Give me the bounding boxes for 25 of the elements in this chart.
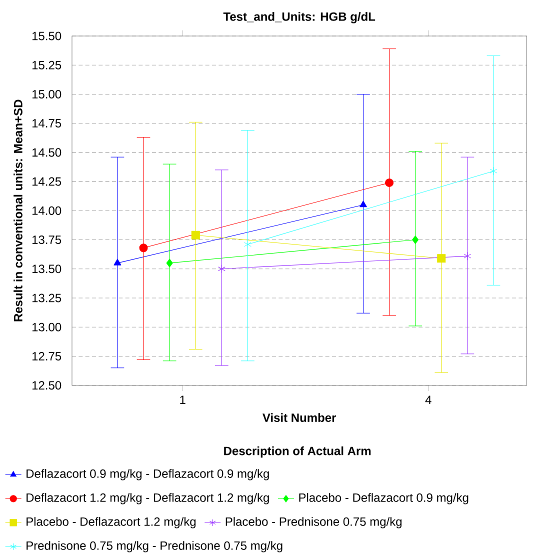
x-tick-label: 4 bbox=[425, 396, 432, 404]
y-tick-label: 13.75 bbox=[32, 236, 62, 244]
y-tick-label: 14.75 bbox=[32, 119, 62, 128]
y-tick-label: 14.50 bbox=[32, 148, 62, 157]
chart-title: Test_and_Units: HGB g/dL bbox=[223, 12, 376, 24]
y-tick-label: 14.00 bbox=[32, 206, 62, 215]
legend-label: Deflazacort 1.2 mg/kg - Deflazacort 1.2 mg/kg bbox=[26, 493, 269, 504]
y-tick-label: 13.00 bbox=[32, 322, 62, 332]
legend-title: Description of Actual Arm bbox=[224, 446, 371, 458]
y-tick-label: 15.25 bbox=[32, 60, 62, 70]
legend-label: Placebo - Prednisone 0.75 mg/kg bbox=[226, 517, 402, 528]
legend-label: Prednisone 0.75 mg/kg - Prednisone 0.75 mg/kg bbox=[26, 541, 282, 552]
y-tick-label: 13.50 bbox=[32, 264, 62, 274]
legend-label: Placebo - Deflazacort 0.9 mg/kg bbox=[299, 493, 468, 504]
y-tick-label: 12.50 bbox=[32, 381, 62, 390]
x-tick-label: 1 bbox=[180, 396, 186, 404]
y-tick-label: 15.00 bbox=[32, 90, 62, 98]
legend-label: Placebo - Deflazacort 1.2 mg/kg bbox=[26, 517, 196, 528]
y-tick-label: 15.50 bbox=[32, 32, 62, 40]
legend-label: Deflazacort 0.9 mg/kg - Deflazacort 0.9 mg/kg bbox=[26, 469, 269, 480]
y-tick-label: 12.75 bbox=[32, 352, 62, 360]
y-axis-title: Result in conventional units: Mean+SD bbox=[14, 100, 22, 322]
y-tick-label: 13.25 bbox=[32, 294, 62, 302]
x-axis-title: Visit Number bbox=[262, 413, 336, 422]
y-tick-label: 14.25 bbox=[32, 177, 62, 186]
